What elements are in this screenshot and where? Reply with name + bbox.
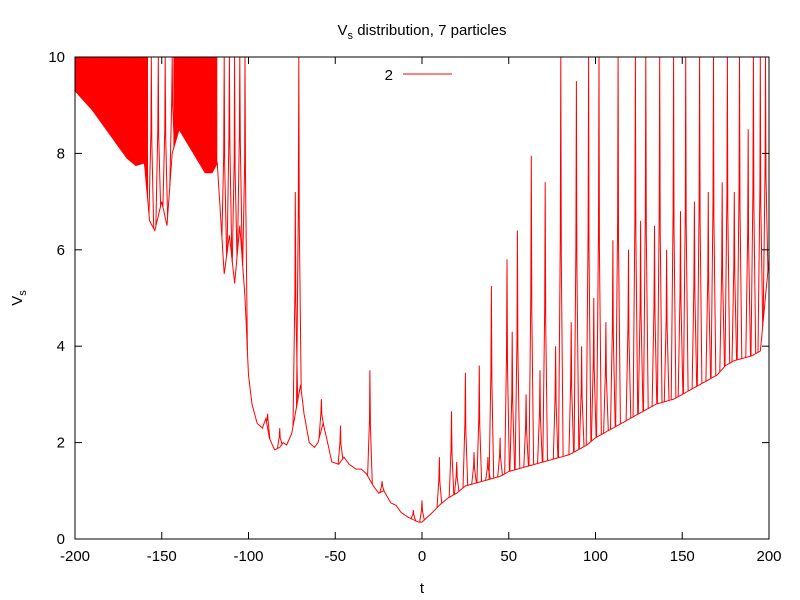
y-tick-label: 6 — [57, 242, 65, 259]
x-tick-label: -100 — [233, 548, 263, 565]
x-tick-label: 200 — [756, 548, 781, 565]
legend-label: 2 — [385, 67, 393, 84]
spike — [757, 56, 764, 353]
spike — [558, 56, 564, 458]
spike — [448, 411, 455, 498]
series-line — [74, 90, 770, 523]
plot-lines — [74, 56, 770, 523]
spike — [471, 452, 477, 485]
x-axis-label: t — [420, 580, 425, 597]
spike — [590, 297, 597, 442]
spike — [419, 500, 425, 523]
spike — [162, 56, 169, 218]
spike — [682, 56, 689, 394]
spike — [476, 365, 483, 483]
spike — [632, 56, 639, 417]
y-tick-label: 10 — [48, 49, 65, 66]
oscillation-band — [74, 57, 148, 198]
spike — [265, 413, 271, 440]
spike — [523, 394, 529, 468]
spike — [542, 182, 548, 463]
spike — [705, 191, 712, 382]
spike — [410, 510, 417, 521]
spike — [231, 56, 238, 262]
spike — [497, 437, 503, 478]
oscillation-strokes — [74, 57, 148, 198]
spike — [528, 155, 535, 466]
spike — [610, 240, 616, 430]
spike — [670, 56, 677, 400]
spike — [710, 56, 717, 379]
spike — [504, 259, 510, 474]
spike — [276, 428, 283, 449]
spike — [436, 457, 443, 508]
spike — [509, 331, 516, 472]
spike — [568, 322, 575, 455]
spike — [462, 372, 469, 488]
x-tick-label: -200 — [60, 548, 90, 565]
x-tick-label: 150 — [670, 548, 695, 565]
x-tick-label: -150 — [147, 548, 177, 565]
spike — [296, 56, 302, 408]
spike — [656, 56, 663, 404]
spike — [318, 399, 325, 439]
spike — [379, 481, 385, 493]
spike — [148, 56, 155, 229]
spike — [603, 322, 609, 434]
spike — [514, 230, 521, 470]
spike — [337, 425, 344, 465]
spike — [573, 81, 580, 453]
spike — [625, 249, 632, 421]
oscillation-strokes — [173, 57, 218, 173]
spike — [221, 56, 228, 257]
y-tick-label: 0 — [57, 531, 65, 548]
spike — [750, 56, 757, 357]
spike — [226, 56, 233, 258]
spike — [292, 191, 299, 427]
spike — [643, 56, 649, 412]
spike — [453, 461, 460, 495]
spike — [552, 346, 559, 460]
y-axis-label: Vs — [9, 290, 29, 306]
oscillation-band — [173, 57, 218, 173]
spike — [691, 201, 698, 390]
chart-title: Vs distribution, 7 particles — [338, 22, 507, 42]
spike — [724, 56, 731, 367]
x-tick-label: 100 — [583, 548, 608, 565]
spike — [367, 370, 373, 485]
y-tick-label: 4 — [57, 338, 65, 355]
spike — [745, 129, 751, 358]
spike — [677, 211, 684, 397]
spike — [585, 56, 592, 446]
legend: 2 — [385, 67, 452, 84]
spike — [537, 370, 543, 464]
spike — [155, 56, 162, 226]
spike — [596, 56, 602, 438]
x-tick-label: 0 — [418, 548, 426, 565]
spike — [719, 182, 725, 372]
axis-ticks: -200 -150 -100 -50 0 50 100 150 200 0 2 4 6 8 10 — [48, 49, 781, 565]
y-tick-label: 2 — [57, 435, 65, 452]
spike — [663, 249, 670, 402]
x-tick-label: 50 — [500, 548, 517, 565]
spike — [696, 56, 703, 387]
spike — [615, 56, 621, 427]
spike — [736, 56, 743, 360]
x-tick-label: -50 — [324, 548, 346, 565]
spike — [731, 191, 738, 363]
y-tick-label: 8 — [57, 145, 65, 162]
spike — [578, 346, 585, 450]
spike — [637, 220, 644, 415]
spike — [488, 285, 495, 480]
spike — [651, 225, 658, 407]
